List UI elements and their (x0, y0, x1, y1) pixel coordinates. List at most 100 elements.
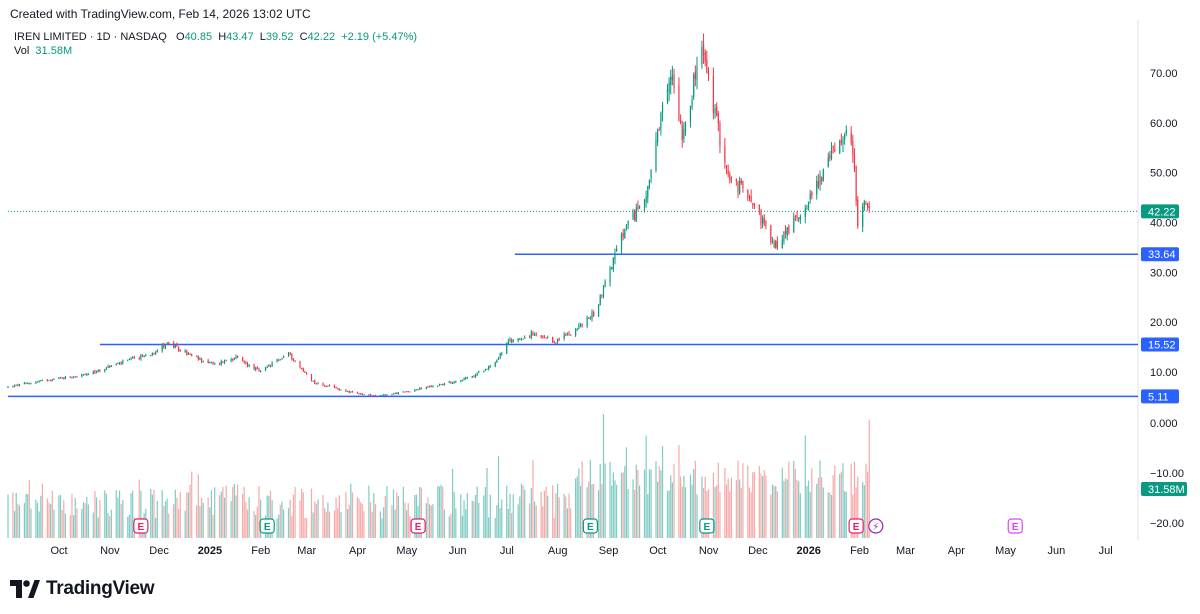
candle-body (291, 353, 293, 359)
volume-bar (811, 468, 813, 538)
candle-body (588, 317, 590, 319)
volume-bar (788, 461, 790, 538)
volume-bar (739, 479, 741, 538)
volume-bar (609, 461, 611, 538)
candle-body (809, 193, 811, 200)
split-marker (868, 518, 884, 534)
candle-body (624, 229, 626, 239)
volume-bar (324, 508, 326, 538)
candle-body (673, 74, 675, 88)
volume-bar (302, 492, 304, 538)
candle-body (358, 393, 360, 395)
volume-bar (53, 509, 55, 538)
candle-body (540, 335, 542, 337)
candle-body (381, 394, 383, 396)
volume-bar (624, 466, 626, 538)
candle-body (806, 208, 808, 210)
candle-body (396, 393, 398, 395)
candle-body (545, 337, 547, 339)
volume-bar (670, 475, 672, 538)
volume-bar (51, 490, 53, 538)
volume-bar (27, 493, 29, 538)
candle-body (604, 281, 606, 286)
candle-body (202, 360, 204, 362)
volume-bar (635, 464, 637, 538)
candle-body (143, 356, 145, 358)
volume-bar (189, 484, 191, 538)
candle-body (25, 382, 27, 384)
candle-body (178, 346, 180, 351)
volume-bar (110, 509, 112, 538)
volume-bar (484, 487, 486, 538)
candle-body (465, 377, 467, 379)
candle-body (109, 366, 111, 368)
x-tick-label: Jun (449, 545, 467, 557)
volume-bar (511, 512, 513, 538)
volume-bar (258, 486, 260, 538)
volume-bar (579, 486, 582, 538)
x-tick-label: Apr (349, 545, 366, 557)
volume-bar (81, 508, 83, 538)
volume-bar (340, 512, 342, 538)
candle-body (350, 391, 352, 393)
volume-bar (817, 477, 819, 538)
volume-bar (832, 475, 834, 538)
volume-bar (752, 472, 754, 538)
volume-bar (333, 510, 336, 538)
candle-body (327, 385, 329, 387)
candle-body (798, 217, 800, 219)
candle-body (634, 210, 636, 221)
candle-body (338, 388, 340, 391)
volume-legend: Vol 31.58M (14, 45, 72, 57)
volume-bar (775, 486, 777, 538)
candle-body (207, 360, 209, 363)
x-tick-label: Oct (50, 545, 67, 557)
volume-bar (197, 474, 199, 538)
candle-body (853, 155, 856, 169)
volume-bar (374, 504, 377, 538)
volume-bar (547, 495, 549, 538)
volume-bar (545, 486, 547, 538)
candle-body (220, 361, 222, 365)
candle-body (35, 382, 37, 384)
candle-body (602, 285, 605, 296)
tradingview-logo[interactable]: TradingView (10, 577, 155, 601)
candle-body (138, 358, 140, 360)
volume-bar (328, 511, 331, 538)
volume-bar (461, 515, 464, 538)
candle-body (315, 383, 318, 385)
volume-bar (625, 447, 628, 538)
volume-bar (268, 496, 270, 538)
candle-body (867, 203, 869, 208)
volume-bar (46, 498, 48, 538)
candle-body (466, 377, 468, 379)
volume-bar (427, 497, 429, 538)
candle-body (41, 379, 44, 381)
candle-body (729, 174, 731, 180)
volume-bar (214, 487, 216, 538)
candle-body (735, 178, 737, 182)
candle-body (282, 356, 285, 358)
volume-bar (460, 494, 462, 538)
volume-bar (575, 478, 577, 538)
candle-body (97, 370, 99, 372)
candle-body (151, 352, 153, 355)
volume-bar (176, 497, 178, 538)
volume-bar (855, 487, 857, 538)
volume-bar (17, 503, 19, 538)
x-tick-label: Feb (251, 545, 270, 557)
volume-bar (394, 509, 396, 538)
candle-body (81, 374, 83, 377)
candle-body (748, 196, 751, 198)
volume-bar (807, 480, 810, 538)
volume-label: Vol (14, 45, 30, 57)
candle-body (566, 333, 568, 335)
candle-body (53, 378, 55, 381)
candle-body (868, 206, 870, 208)
candle-body (657, 130, 659, 142)
volume-bar (683, 475, 685, 538)
volume-bar (18, 505, 21, 538)
volume-bar (704, 476, 706, 538)
candle-body (209, 362, 211, 364)
